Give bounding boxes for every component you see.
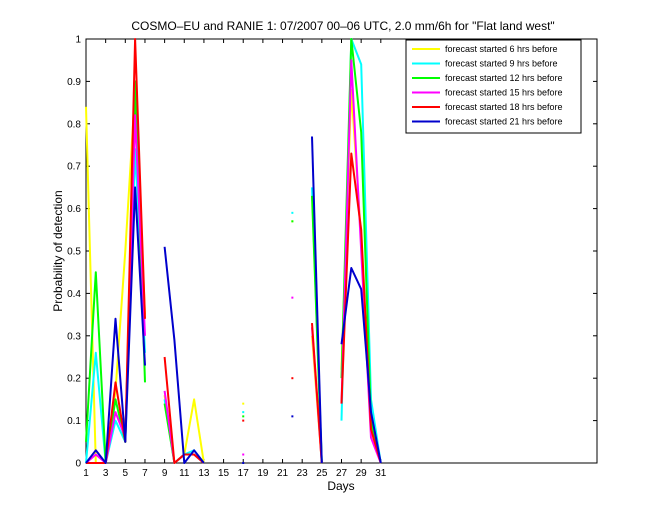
y-tick-label: 0.4 bbox=[67, 289, 81, 300]
y-tick-label: 0.9 bbox=[67, 77, 81, 88]
series-line bbox=[85, 186, 146, 464]
y-tick-label: 0.3 bbox=[67, 331, 81, 342]
legend-label: forecast started 15 hrs before bbox=[445, 88, 563, 98]
x-tick-label: 21 bbox=[277, 468, 289, 479]
x-tick-label: 27 bbox=[336, 468, 348, 479]
series-line bbox=[86, 38, 146, 464]
chart-title: COSMO–EU and RANIE 1: 07/2007 00–06 UTC,… bbox=[131, 19, 554, 33]
y-tick-label: 0.7 bbox=[67, 162, 81, 173]
y-axis-label: Probability of detection bbox=[51, 190, 65, 311]
x-tick-label: 17 bbox=[238, 468, 250, 479]
legend-label: forecast started 18 hrs before bbox=[445, 102, 563, 112]
series-line bbox=[85, 80, 146, 464]
x-tick-label: 13 bbox=[198, 468, 210, 479]
x-axis-label: Days bbox=[327, 479, 354, 493]
x-tick-label: 19 bbox=[257, 468, 269, 479]
x-tick-label: 29 bbox=[356, 468, 368, 479]
series-line bbox=[311, 136, 323, 464]
y-tick-label: 0 bbox=[75, 459, 81, 470]
series-6 bbox=[85, 136, 382, 464]
legend-label: forecast started 9 hrs before bbox=[445, 59, 558, 69]
series-line bbox=[163, 246, 205, 464]
x-tick-label: 5 bbox=[123, 468, 129, 479]
y-tick-label: 1 bbox=[75, 35, 81, 46]
x-tick-label: 1 bbox=[83, 468, 89, 479]
y-axis: 0 0.1 0.2 0.3 0.4 0.5 0.6 0.7 0.8 0.9 1 bbox=[67, 35, 597, 470]
x-tick-label: 23 bbox=[297, 468, 309, 479]
legend: forecast started 6 hrs before forecast st… bbox=[405, 39, 582, 134]
legend-box bbox=[405, 39, 582, 134]
legend-label: forecast started 12 hrs before bbox=[445, 73, 563, 83]
y-tick-label: 0.2 bbox=[67, 374, 81, 385]
x-tick-label: 25 bbox=[316, 468, 328, 479]
series-line bbox=[340, 267, 382, 464]
y-tick-label: 0.6 bbox=[67, 204, 81, 215]
x-tick-label: 31 bbox=[375, 468, 387, 479]
series-layer bbox=[85, 38, 382, 464]
x-tick-label: 15 bbox=[218, 468, 230, 479]
x-tick-label: 3 bbox=[103, 468, 109, 479]
x-axis: 1 3 5 7 9 11 13 15 17 19 21 23 25 27 29 31 bbox=[83, 39, 387, 479]
y-tick-label: 0.5 bbox=[67, 247, 81, 258]
x-tick-label: 11 bbox=[179, 468, 190, 479]
series-line bbox=[340, 152, 382, 464]
series-line bbox=[85, 148, 146, 464]
legend-label: forecast started 21 hrs before bbox=[445, 117, 563, 127]
x-tick-label: 7 bbox=[142, 468, 148, 479]
series-line bbox=[340, 59, 382, 464]
legend-label: forecast started 6 hrs before bbox=[445, 44, 558, 54]
series-line bbox=[85, 114, 146, 464]
x-tick-label: 9 bbox=[162, 468, 168, 479]
y-tick-label: 0.8 bbox=[67, 119, 81, 130]
y-tick-label: 0.1 bbox=[67, 416, 81, 427]
